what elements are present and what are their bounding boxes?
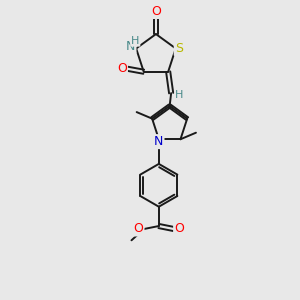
Text: N: N [126,40,136,52]
Text: O: O [117,62,127,75]
Text: H: H [175,90,184,100]
Text: S: S [175,42,183,55]
Text: O: O [151,5,161,18]
Text: N: N [154,135,164,148]
Text: O: O [134,223,144,236]
Text: H: H [131,36,140,46]
Text: O: O [174,223,184,236]
